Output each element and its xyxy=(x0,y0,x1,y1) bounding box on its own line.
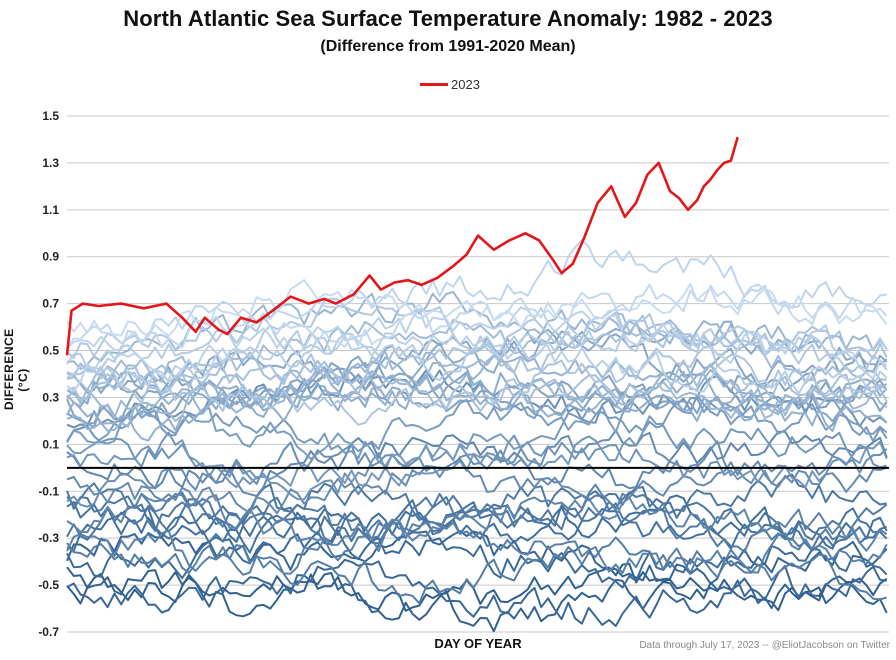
series-line-1999 xyxy=(66,425,887,501)
data-credit: Data through July 17, 2023 -- @EliotJaco… xyxy=(639,640,890,651)
series-line-2020 xyxy=(66,238,887,351)
y-tick-label: 0.7 xyxy=(42,297,59,311)
series-line-2021 xyxy=(66,283,888,351)
series-line-1990 xyxy=(66,473,887,532)
series-line-1993 xyxy=(66,521,888,576)
series-line-2009 xyxy=(66,354,888,432)
y-tick-label: -0.5 xyxy=(38,578,59,592)
y-tick-label: 1.5 xyxy=(42,109,59,123)
past-year-lines xyxy=(66,238,888,633)
series-line-2000 xyxy=(66,420,888,489)
series-line-1984 xyxy=(66,530,888,585)
series-line-1995 xyxy=(66,430,888,497)
series-line-2001 xyxy=(66,397,888,467)
series-line-1997 xyxy=(66,429,888,508)
y-tick-label: -0.7 xyxy=(38,625,59,639)
series-line-2013 xyxy=(66,351,888,412)
series-line-1992 xyxy=(66,536,887,605)
legend-swatch-2023 xyxy=(420,82,448,86)
y-tick-label: 0.5 xyxy=(42,344,59,358)
series-line-2018 xyxy=(66,332,888,395)
series-line-2008 xyxy=(66,371,888,442)
chart-title: North Atlantic Sea Surface Temperature A… xyxy=(123,6,773,31)
series-line-2017 xyxy=(66,322,888,382)
y-tick-label: 0.1 xyxy=(42,437,59,451)
series-line-2007 xyxy=(66,365,888,422)
series-line-2023 xyxy=(65,136,739,356)
series-line-1986 xyxy=(66,529,888,589)
y-axis-label: DIFFERENCE (°C) xyxy=(2,328,30,410)
series-line-2015 xyxy=(66,345,888,426)
series-line-1982 xyxy=(66,562,888,612)
legend: 2023 xyxy=(420,75,480,93)
y-tick-label: 0.3 xyxy=(42,390,59,404)
series-line-1985 xyxy=(66,558,887,627)
y-tick-label: 0.9 xyxy=(42,250,59,264)
legend-label-2023: 2023 xyxy=(451,76,480,92)
series-line-2006 xyxy=(66,320,888,412)
chart-subtitle: (Difference from 1991-2020 Mean) xyxy=(320,38,576,55)
y-tick-label: -0.1 xyxy=(38,484,59,498)
y-tick-label: 1.1 xyxy=(42,203,59,217)
y-tick-label: -0.3 xyxy=(38,531,59,545)
series-line-2019 xyxy=(66,306,888,393)
series-line-1994 xyxy=(66,483,888,552)
series-line-1991 xyxy=(66,482,888,553)
y-tick-labels: -0.7 -0.5 -0.3 -0.1 0.1 0.3 0.5 0.7 0.9 1.1 1.3 1.5 xyxy=(38,109,59,639)
x-axis-label: DAY OF YEAR xyxy=(434,636,522,651)
y-tick-label: 1.3 xyxy=(42,156,59,170)
